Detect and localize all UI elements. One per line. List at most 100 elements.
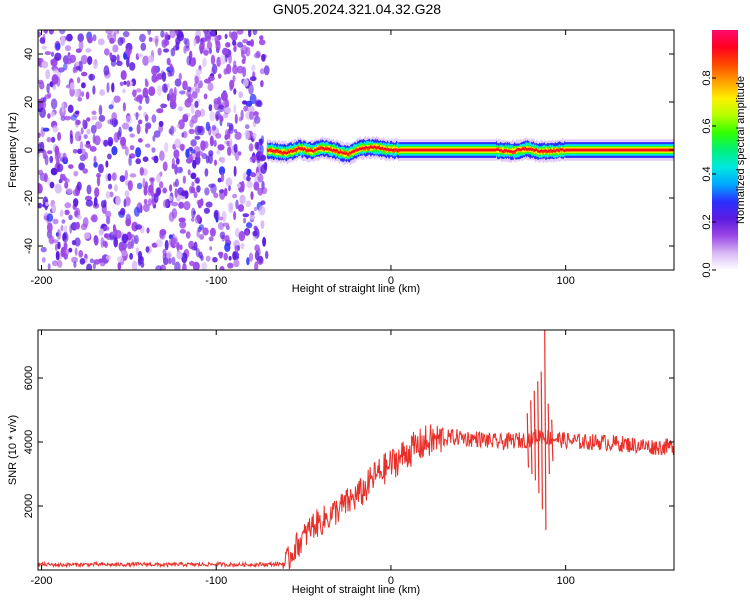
spectrogram-noise-cell bbox=[85, 195, 92, 201]
spectrogram-noise-cell bbox=[233, 88, 237, 95]
spectrogram-noise-cell bbox=[60, 35, 66, 46]
spectrogram-noise-cell bbox=[64, 45, 72, 52]
spectrogram-noise-cell bbox=[205, 121, 211, 132]
spectrogram-noise-cell bbox=[168, 195, 173, 202]
spectrogram-noise-cell bbox=[240, 242, 245, 250]
spectrogram-noise-cell bbox=[59, 209, 64, 217]
spectrogram-noise-cell bbox=[233, 46, 237, 52]
spectrogram-noise-cell bbox=[107, 173, 112, 182]
spectrogram-noise-cell bbox=[250, 39, 254, 47]
spectrogram-noise-cell bbox=[203, 93, 208, 100]
spectrogram-y-tick-label: -20 bbox=[23, 190, 35, 206]
spectrogram-noise-cell bbox=[74, 237, 81, 247]
spectrogram-noise-cell bbox=[125, 218, 132, 227]
spectrogram-noise-cell bbox=[42, 150, 47, 160]
spectrogram-noise-cell bbox=[99, 228, 104, 235]
spectrogram-noise-cell bbox=[81, 82, 86, 89]
spectrogram-noise-cell bbox=[105, 191, 111, 199]
spectrogram-noise-cell bbox=[188, 94, 192, 100]
spectrogram-noise-cell bbox=[226, 122, 231, 127]
spectrogram-noise-cell bbox=[217, 104, 225, 113]
spectrogram-noise-cell bbox=[158, 120, 164, 127]
colorbar-tick-label: 0.0 bbox=[701, 262, 713, 277]
spectrogram-noise-cell bbox=[186, 157, 192, 164]
spectrogram-noise-cell bbox=[81, 91, 85, 97]
spectrogram-noise-cell bbox=[108, 104, 114, 110]
spectrogram-noise-cell bbox=[263, 162, 267, 170]
spectrogram-noise-cell bbox=[127, 180, 133, 192]
spectrogram-noise-cell bbox=[77, 148, 83, 154]
spectrogram-noise-cell bbox=[117, 262, 122, 270]
spectrogram-noise-cell bbox=[76, 214, 82, 220]
spectrogram-noise-cell bbox=[169, 93, 177, 104]
spectrogram-y-tick-label: 20 bbox=[23, 96, 35, 108]
spectrogram-noise-cell bbox=[72, 189, 80, 197]
spectrogram-noise-cell bbox=[154, 38, 159, 47]
spectrogram-noise-cell bbox=[223, 252, 228, 261]
spectrogram-y-tick-label: 0 bbox=[23, 147, 35, 153]
spectrogram-noise-cell bbox=[109, 52, 113, 59]
snr-x-ticks: -200 -100 0 100 bbox=[30, 330, 575, 587]
spectrogram-noise-cell bbox=[199, 234, 205, 240]
spectrogram-noise-cell bbox=[86, 117, 91, 122]
spectrogram-noise-cell bbox=[223, 187, 228, 197]
spectrogram-noise-cell bbox=[244, 129, 250, 140]
spectrogram-noise-cell bbox=[94, 187, 100, 198]
spectrogram-noise-cell bbox=[185, 148, 190, 159]
spectrogram-noise-cell bbox=[233, 128, 238, 133]
spectrogram-noise-cell bbox=[41, 101, 47, 109]
colorbar-gradient bbox=[712, 30, 738, 270]
snr-y-label: SNR (10 * v/v) bbox=[7, 415, 19, 485]
spectrogram-noise-cell bbox=[133, 206, 140, 217]
spectrogram-noise-cell bbox=[190, 87, 197, 93]
spectrogram-noise-cell bbox=[196, 185, 201, 193]
snr-spike bbox=[530, 400, 533, 475]
spectrogram-noise-cell bbox=[192, 261, 200, 270]
spectrogram-noise-cell bbox=[105, 210, 112, 219]
spectrogram-noise-cell bbox=[41, 45, 48, 50]
spectrogram-noise-cell bbox=[229, 85, 233, 92]
spectrogram-noise-cell bbox=[209, 135, 214, 147]
spectrogram-noise-cell bbox=[103, 65, 110, 76]
spectrogram-noise-cell bbox=[113, 237, 118, 248]
spectrogram-noise-cell bbox=[151, 114, 157, 123]
spectrogram-noise-cell bbox=[222, 222, 230, 227]
spectrogram-noise-cell bbox=[123, 80, 127, 85]
spectrogram-noise-cell bbox=[233, 143, 238, 153]
spectrogram-noise-cell bbox=[156, 187, 162, 196]
spectrogram-noise-cell bbox=[256, 162, 262, 167]
spectrogram-noise-cell bbox=[97, 163, 104, 174]
spectrogram-noise-cell bbox=[68, 164, 74, 169]
spectrogram-noise-cell bbox=[72, 111, 79, 118]
spectrogram-noise-cell bbox=[75, 61, 80, 68]
spectrogram-noise-cell bbox=[242, 100, 248, 105]
spectrogram-noise-cell bbox=[232, 75, 236, 83]
spectrogram-noise-cell bbox=[92, 34, 97, 42]
spectrogram-noise-cell bbox=[116, 60, 123, 66]
spectrogram-noise-cell bbox=[81, 148, 86, 156]
spectrogram-noise-cell bbox=[226, 63, 232, 75]
spectrogram-noise-cell bbox=[82, 119, 86, 129]
spectrogram-noise-cell bbox=[253, 206, 257, 212]
spectrogram-noise-cell bbox=[60, 224, 64, 232]
spectrogram-noise-cell bbox=[58, 179, 62, 184]
spectrogram-noise-cell bbox=[114, 184, 118, 192]
spectrogram-noise-cell bbox=[87, 36, 93, 44]
snr-panel: -200 -100 0 100 2000 4000 6000 Height of stra… bbox=[7, 329, 675, 596]
spectrogram-noise-cell bbox=[218, 166, 226, 176]
spectrogram-noise-cell bbox=[174, 78, 182, 87]
spectrogram-noise-cell bbox=[159, 150, 165, 161]
spectrogram-noise-cell bbox=[57, 131, 62, 141]
spectrogram-noise-cell bbox=[246, 175, 251, 182]
spectrogram-noise-cell bbox=[99, 89, 106, 96]
spectrogram-noise-cell bbox=[256, 172, 260, 177]
spectrogram-noise-cell bbox=[194, 109, 202, 118]
spectrogram-noise-cell bbox=[235, 199, 239, 210]
spectrogram-noise-cell bbox=[119, 81, 124, 87]
spectrogram-noise-cell bbox=[249, 76, 257, 82]
snr-y-ticks: 2000 4000 6000 bbox=[23, 366, 674, 518]
spectrogram-noise-cell bbox=[161, 71, 167, 82]
spectrogram-noise-cell bbox=[81, 71, 88, 77]
spectrogram-noise-cell bbox=[112, 44, 119, 53]
spectrogram-noise-cell bbox=[162, 187, 167, 194]
